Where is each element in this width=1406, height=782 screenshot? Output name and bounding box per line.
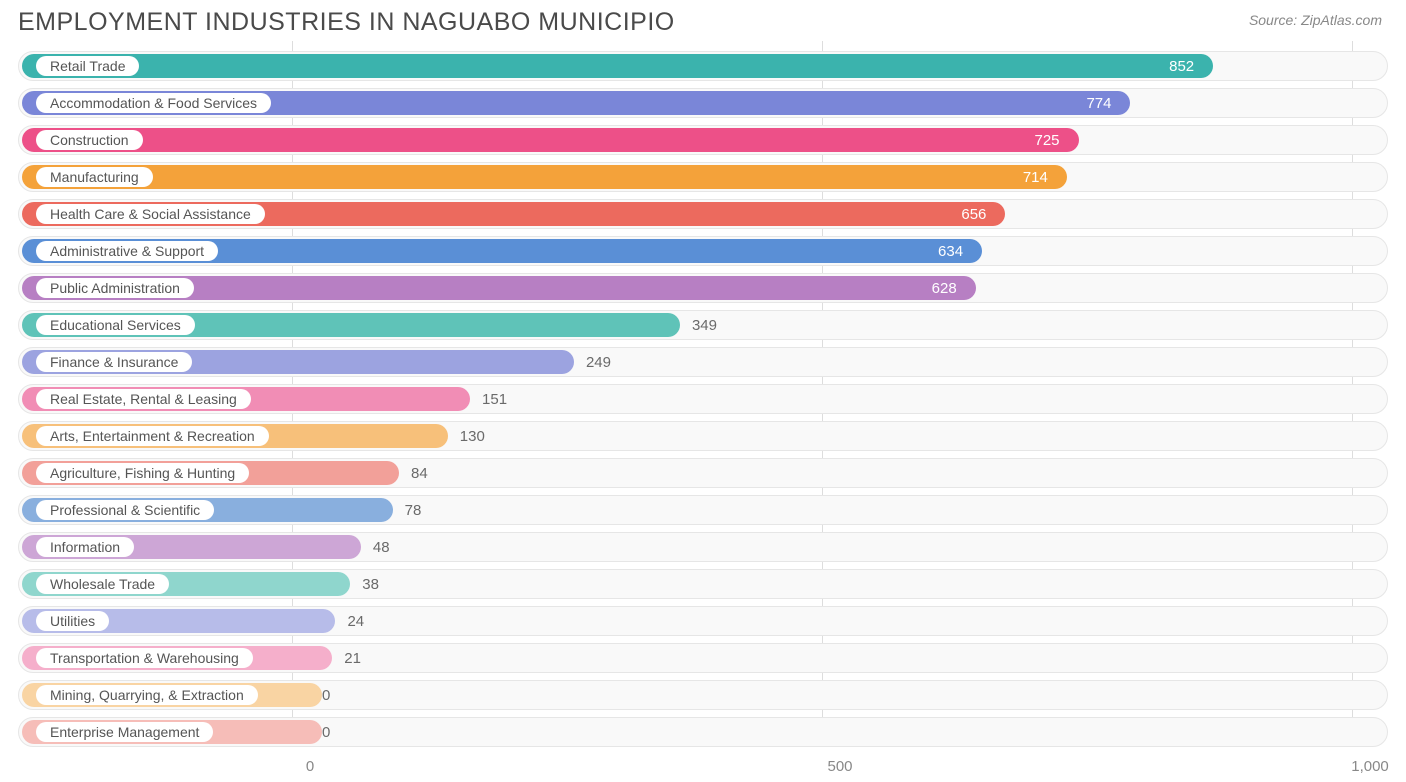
x-axis-tick: 0 (306, 758, 314, 775)
bar-label: Public Administration (36, 278, 194, 298)
bar-value: 774 (1086, 86, 1111, 120)
bar-value: 38 (362, 567, 379, 601)
bar-label: Finance & Insurance (36, 352, 192, 372)
chart-title: EMPLOYMENT INDUSTRIES IN NAGUABO MUNICIP… (18, 8, 675, 37)
bar-label: Information (36, 537, 134, 557)
bar-row: Educational Services 349 (18, 308, 1388, 342)
bar-label: Manufacturing (36, 167, 153, 187)
bar-row: Retail Trade 852 (18, 49, 1388, 83)
bar-row: Arts, Entertainment & Recreation 130 (18, 419, 1388, 453)
bar-value: 628 (932, 271, 957, 305)
bar-value: 725 (1035, 123, 1060, 157)
bar-label: Accommodation & Food Services (36, 93, 271, 113)
x-axis-tick: 500 (827, 758, 852, 775)
bar-value: 349 (692, 308, 717, 342)
chart-header: EMPLOYMENT INDUSTRIES IN NAGUABO MUNICIP… (0, 0, 1406, 41)
bar-fill (22, 165, 1067, 189)
bar-value: 130 (460, 419, 485, 453)
bar-label: Mining, Quarrying, & Extraction (36, 685, 258, 705)
bar-value: 84 (411, 456, 428, 490)
bar-value: 656 (961, 197, 986, 231)
chart-area: Retail Trade 852 Accommodation & Food Serv… (0, 41, 1406, 782)
bar-row: Mining, Quarrying, & Extraction 0 (18, 678, 1388, 712)
bar-row: Administrative & Support 634 (18, 234, 1388, 268)
x-axis: 0 500 1,000 (18, 752, 1388, 782)
bar-row: Finance & Insurance 249 (18, 345, 1388, 379)
bar-row: Agriculture, Fishing & Hunting 84 (18, 456, 1388, 490)
bar-label: Transportation & Warehousing (36, 648, 253, 668)
bar-label: Construction (36, 130, 143, 150)
bar-row: Information 48 (18, 530, 1388, 564)
bar-value: 24 (347, 604, 364, 638)
bar-value: 21 (344, 641, 361, 675)
x-axis-tick: 1,000 (1351, 758, 1389, 775)
bar-label: Real Estate, Rental & Leasing (36, 389, 251, 409)
bar-value: 0 (322, 678, 330, 712)
bar-row: Real Estate, Rental & Leasing 151 (18, 382, 1388, 416)
bar-label: Professional & Scientific (36, 500, 214, 520)
bar-value: 151 (482, 382, 507, 416)
bar-value: 714 (1023, 160, 1048, 194)
bar-label: Administrative & Support (36, 241, 218, 261)
bar-label: Educational Services (36, 315, 195, 335)
bar-label: Agriculture, Fishing & Hunting (36, 463, 249, 483)
bar-label: Wholesale Trade (36, 574, 169, 594)
bar-label: Retail Trade (36, 56, 139, 76)
bar-row: Utilities 24 (18, 604, 1388, 638)
bar-value: 78 (405, 493, 422, 527)
bar-label: Health Care & Social Assistance (36, 204, 265, 224)
bar-label: Arts, Entertainment & Recreation (36, 426, 269, 446)
bar-value: 48 (373, 530, 390, 564)
bar-row: Public Administration 628 (18, 271, 1388, 305)
bar-row: Accommodation & Food Services 774 (18, 86, 1388, 120)
bar-row: Wholesale Trade 38 (18, 567, 1388, 601)
bar-label: Enterprise Management (36, 722, 213, 742)
bar-value: 634 (938, 234, 963, 268)
bar-row: Transportation & Warehousing 21 (18, 641, 1388, 675)
bar-value: 249 (586, 345, 611, 379)
bars-container: Retail Trade 852 Accommodation & Food Serv… (18, 49, 1388, 749)
bar-row: Health Care & Social Assistance 656 (18, 197, 1388, 231)
bar-fill (22, 54, 1213, 78)
bar-label: Utilities (36, 611, 109, 631)
bar-value: 852 (1169, 49, 1194, 83)
bar-row: Enterprise Management 0 (18, 715, 1388, 749)
bar-value: 0 (322, 715, 330, 749)
bar-row: Manufacturing 714 (18, 160, 1388, 194)
bar-row: Construction 725 (18, 123, 1388, 157)
bar-row: Professional & Scientific 78 (18, 493, 1388, 527)
bar-fill (22, 128, 1079, 152)
chart-source: Source: ZipAtlas.com (1249, 12, 1382, 28)
